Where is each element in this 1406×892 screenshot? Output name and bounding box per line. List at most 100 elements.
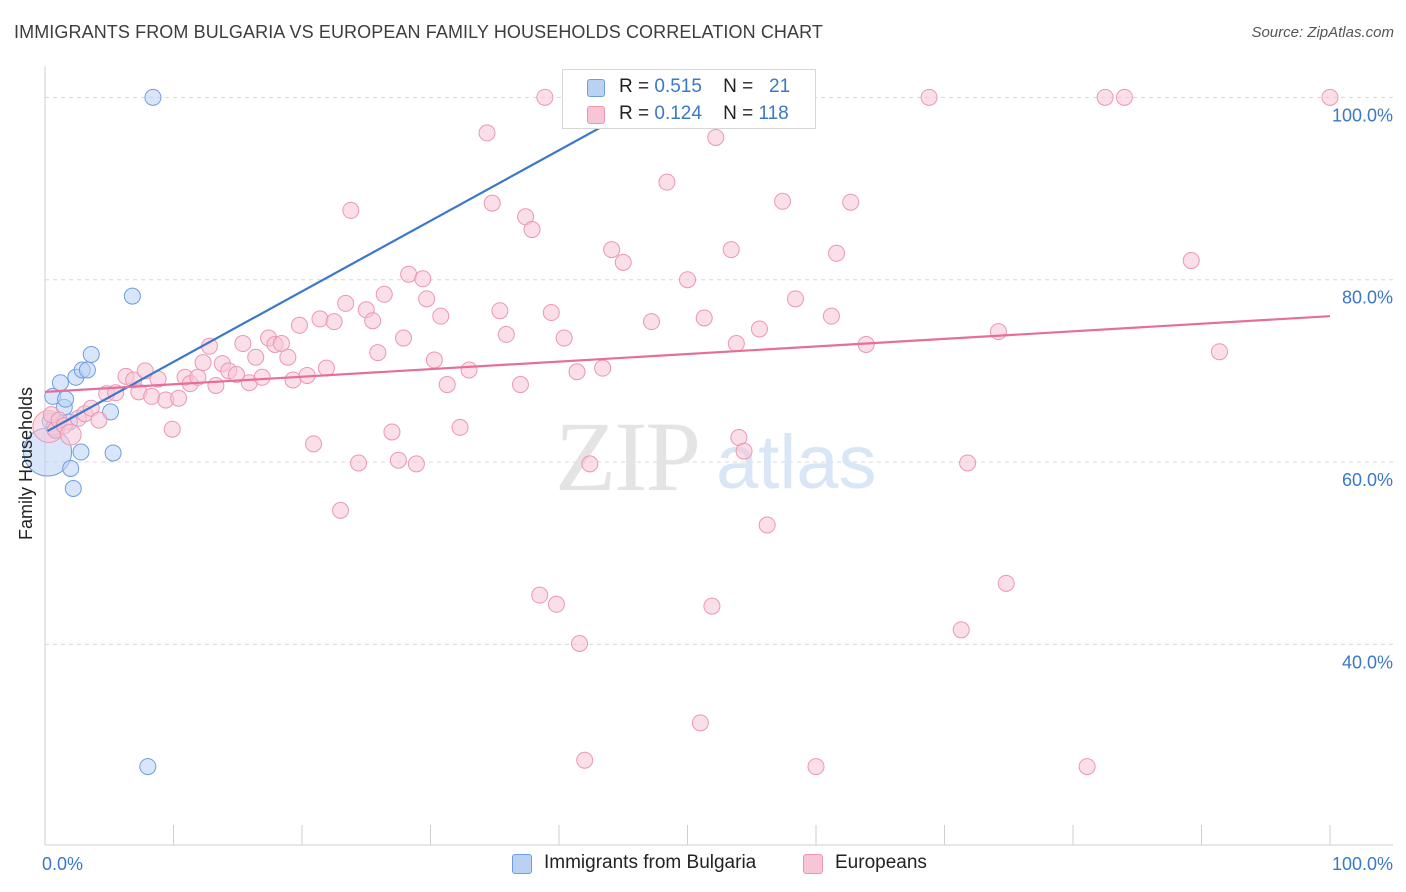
europeans-point xyxy=(247,348,265,366)
europeans-point xyxy=(536,88,554,106)
europeans-point xyxy=(272,335,290,353)
europeans-point xyxy=(227,366,245,384)
r-value-europeans: 0.124 xyxy=(654,103,702,124)
europeans-point xyxy=(400,265,418,283)
europeans-point xyxy=(342,201,360,219)
europeans-point xyxy=(989,323,1007,341)
bulgaria-swatch xyxy=(587,79,605,97)
y-axis-label: Family Households xyxy=(16,386,36,540)
chart-title: IMMIGRANTS FROM BULGARIA VS EUROPEAN FAM… xyxy=(14,22,823,42)
europeans-point xyxy=(703,597,721,615)
europeans-point xyxy=(1210,343,1228,361)
europeans-point xyxy=(395,329,413,347)
europeans-point xyxy=(750,320,768,338)
europeans-point xyxy=(90,411,108,429)
europeans-point xyxy=(234,335,252,353)
legend-label-europeans: Europeans xyxy=(835,852,927,873)
europeans-point xyxy=(571,635,589,652)
europeans-point xyxy=(774,192,792,210)
bulgaria-point xyxy=(72,443,90,461)
europeans-point xyxy=(576,751,594,769)
n-label: N = xyxy=(723,76,754,97)
europeans-point xyxy=(438,376,456,394)
europeans-point xyxy=(1078,758,1096,776)
europeans-point xyxy=(735,442,753,460)
europeans-point xyxy=(920,88,938,106)
legend-swatch-europeans xyxy=(803,854,823,874)
europeans-point xyxy=(414,270,432,288)
europeans-point xyxy=(491,302,509,320)
europeans-trend-line xyxy=(44,315,1331,393)
europeans-point xyxy=(317,359,335,377)
data-points xyxy=(23,88,1339,776)
europeans-point xyxy=(375,285,393,303)
europeans-point xyxy=(842,193,860,211)
europeans-point xyxy=(418,290,436,308)
europeans-point xyxy=(364,312,382,330)
europeans-point xyxy=(284,371,302,389)
europeans-point xyxy=(194,354,212,372)
europeans-point xyxy=(497,325,515,343)
n-value-bulgaria: 21 xyxy=(769,76,791,97)
europeans-point xyxy=(460,361,478,379)
europeans-point xyxy=(679,271,696,289)
y-tick-label: 100.0% xyxy=(1332,105,1393,125)
europeans-point xyxy=(691,714,709,732)
europeans-point xyxy=(542,304,560,322)
europeans-point xyxy=(207,376,225,394)
europeans-point xyxy=(547,595,565,613)
source-credit: Source: ZipAtlas.com xyxy=(1251,24,1394,41)
bulgaria-point xyxy=(78,361,96,379)
europeans-point xyxy=(432,307,450,325)
europeans-point xyxy=(311,310,329,328)
bulgaria-point xyxy=(104,444,122,462)
europeans-point xyxy=(807,758,825,776)
europeans-point xyxy=(568,363,586,381)
europeans-point xyxy=(332,501,350,519)
r-label: R = xyxy=(619,76,650,97)
legend-label-bulgaria: Immigrants from Bulgaria xyxy=(544,852,757,873)
europeans-point xyxy=(1096,88,1114,106)
europeans-point xyxy=(594,359,612,377)
europeans-point xyxy=(383,423,401,441)
europeans-point xyxy=(279,348,297,366)
europeans-swatch xyxy=(587,106,605,124)
europeans-point xyxy=(1182,252,1200,270)
europeans-point xyxy=(511,376,529,394)
europeans-point xyxy=(786,290,804,308)
europeans-point xyxy=(170,389,188,407)
europeans-point xyxy=(643,313,661,331)
n-label: N = xyxy=(723,103,754,124)
bulgaria-point xyxy=(123,287,141,305)
legend-swatch-bulgaria xyxy=(512,854,532,874)
europeans-point xyxy=(407,455,425,473)
europeans-point xyxy=(483,194,501,212)
europeans-point xyxy=(478,124,496,142)
europeans-point xyxy=(555,329,573,347)
y-tick-label: 80.0% xyxy=(1342,288,1393,308)
europeans-point xyxy=(325,313,343,331)
europeans-point xyxy=(707,128,725,146)
n-value-europeans: 118 xyxy=(758,103,789,124)
europeans-point xyxy=(1115,88,1133,106)
y-tick-label: 40.0% xyxy=(1342,652,1393,672)
bulgaria-point xyxy=(82,345,100,363)
europeans-point xyxy=(1321,88,1339,106)
europeans-point xyxy=(253,368,271,386)
europeans-point xyxy=(997,574,1015,592)
x-tick-label: 0.0% xyxy=(42,854,83,874)
europeans-point xyxy=(523,221,541,239)
bulgaria-point xyxy=(51,374,69,392)
europeans-point xyxy=(350,454,368,472)
gridlines xyxy=(45,96,1393,645)
europeans-point xyxy=(822,307,840,325)
bulgaria-point xyxy=(144,88,162,106)
europeans-point xyxy=(369,344,387,362)
europeans-point xyxy=(959,454,977,472)
europeans-point xyxy=(163,420,181,438)
europeans-point xyxy=(425,351,443,369)
europeans-point xyxy=(59,423,82,446)
europeans-point xyxy=(722,241,740,259)
europeans-point xyxy=(828,244,846,262)
